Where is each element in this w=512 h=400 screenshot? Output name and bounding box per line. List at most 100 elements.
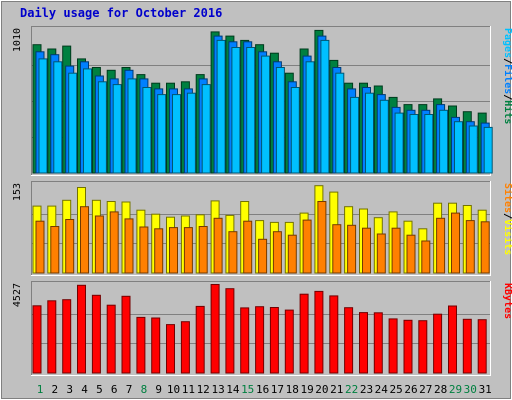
x-tick-label: 14 bbox=[226, 383, 240, 396]
x-tick-label: 5 bbox=[96, 383, 103, 396]
bar-kbytes-day-24 bbox=[373, 312, 383, 374]
panel-bottom-max-label: 4527 bbox=[12, 283, 23, 307]
bar-pages-day-15 bbox=[246, 47, 256, 174]
bar-pages-day-18 bbox=[290, 87, 300, 174]
bar-sites-day-11 bbox=[183, 227, 193, 274]
bar-sites-day-17 bbox=[272, 231, 282, 274]
bar-kbytes-day-20 bbox=[314, 290, 324, 374]
bar-kbytes-day-1 bbox=[32, 305, 42, 374]
panel-top-axis-label: Pages/Files/Hits bbox=[502, 28, 512, 124]
bar-kbytes-day-6 bbox=[106, 304, 116, 374]
axis-label-part: / bbox=[502, 213, 512, 219]
x-tick-label: 29 bbox=[449, 383, 462, 396]
x-tick-label: 17 bbox=[271, 383, 284, 396]
x-tick-label: 30 bbox=[464, 383, 477, 396]
bar-pages-day-26 bbox=[409, 114, 419, 174]
bar-sites-day-5 bbox=[94, 215, 104, 274]
axis-label-part: / bbox=[502, 94, 512, 100]
x-tick-label: 27 bbox=[419, 383, 432, 396]
bar-pages-day-29 bbox=[454, 121, 463, 174]
bar-sites-day-29 bbox=[451, 212, 460, 274]
bar-kbytes-day-3 bbox=[62, 299, 72, 374]
bar-kbytes-day-2 bbox=[47, 300, 57, 374]
axis-label-part: / bbox=[502, 58, 512, 64]
axis-label-part: Files bbox=[502, 64, 512, 94]
x-tick-label: 6 bbox=[111, 383, 118, 396]
axis-label-part: Hits bbox=[502, 100, 512, 124]
x-tick-label: 20 bbox=[315, 383, 328, 396]
bar-sites-day-2 bbox=[50, 226, 60, 274]
bar-pages-day-24 bbox=[379, 99, 389, 174]
panel-bottom-axis-label: KBytes bbox=[502, 283, 512, 319]
bar-kbytes-day-9 bbox=[151, 317, 161, 374]
bar-kbytes-day-27 bbox=[418, 320, 428, 374]
bar-sites-day-18 bbox=[287, 234, 297, 274]
bar-kbytes-day-31 bbox=[477, 319, 487, 374]
bar-sites-day-28 bbox=[436, 217, 446, 274]
bar-kbytes-day-10 bbox=[166, 324, 175, 374]
bar-sites-day-23 bbox=[362, 227, 371, 274]
axis-label-part: KBytes bbox=[502, 283, 512, 319]
x-tick-label: 12 bbox=[197, 383, 210, 396]
x-tick-label: 10 bbox=[167, 383, 180, 396]
panel-middle-max-label: 153 bbox=[12, 183, 23, 201]
x-tick-label: 28 bbox=[434, 383, 447, 396]
bar-pages-day-22 bbox=[350, 96, 360, 174]
bar-pages-day-16 bbox=[261, 55, 271, 174]
bar-sites-day-20 bbox=[317, 201, 327, 274]
bar-pages-day-31 bbox=[483, 126, 493, 174]
bar-sites-day-13 bbox=[213, 217, 223, 274]
bar-kbytes-day-28 bbox=[433, 313, 443, 374]
bar-pages-day-13 bbox=[216, 39, 226, 174]
x-tick-label: 26 bbox=[404, 383, 417, 396]
bar-pages-day-1 bbox=[38, 58, 48, 174]
bar-kbytes-day-23 bbox=[359, 312, 368, 374]
bar-pages-day-30 bbox=[468, 125, 478, 174]
x-tick-label: 18 bbox=[286, 383, 299, 396]
panel-top-max-label: 1010 bbox=[12, 28, 23, 52]
bar-pages-day-5 bbox=[97, 81, 107, 174]
bar-sites-day-25 bbox=[391, 227, 401, 274]
bar-sites-day-14 bbox=[228, 231, 238, 274]
bar-pages-day-19 bbox=[305, 61, 315, 174]
bar-pages-day-4 bbox=[83, 68, 92, 174]
bar-pages-day-11 bbox=[186, 92, 196, 174]
bar-sites-day-16 bbox=[258, 238, 268, 274]
axis-label-part: Visits bbox=[502, 219, 512, 255]
axis-label-part: Pages bbox=[502, 28, 512, 58]
bar-pages-day-7 bbox=[127, 78, 137, 174]
bar-sites-day-7 bbox=[124, 218, 134, 274]
bar-pages-day-21 bbox=[335, 72, 345, 174]
x-tick-label: 25 bbox=[389, 383, 402, 396]
bar-kbytes-day-17 bbox=[269, 307, 279, 374]
x-tick-label: 21 bbox=[330, 383, 343, 396]
bar-sites-day-4 bbox=[80, 206, 89, 274]
bar-sites-day-3 bbox=[65, 219, 75, 274]
bar-kbytes-day-18 bbox=[284, 309, 294, 374]
bar-kbytes-day-14 bbox=[225, 288, 235, 374]
bar-kbytes-day-22 bbox=[344, 307, 354, 374]
x-tick-label: 8 bbox=[141, 383, 148, 396]
x-tick-label: 13 bbox=[211, 383, 224, 396]
bar-sites-day-27 bbox=[421, 240, 431, 274]
bar-kbytes-day-8 bbox=[136, 316, 146, 374]
bar-pages-day-27 bbox=[424, 114, 434, 174]
bar-kbytes-day-5 bbox=[91, 294, 101, 374]
x-tick-label: 19 bbox=[300, 383, 313, 396]
x-tick-label: 31 bbox=[479, 383, 492, 396]
bar-kbytes-day-16 bbox=[255, 306, 265, 374]
bar-pages-day-9 bbox=[157, 94, 167, 174]
bar-sites-day-12 bbox=[198, 226, 208, 274]
x-tick-label: 22 bbox=[345, 383, 358, 396]
x-tick-label: 24 bbox=[375, 383, 389, 396]
bar-pages-day-25 bbox=[394, 112, 404, 174]
x-tick-label: 1 bbox=[37, 383, 44, 396]
bar-sites-day-22 bbox=[347, 224, 357, 274]
bar-sites-day-21 bbox=[332, 224, 342, 274]
bar-sites-day-31 bbox=[480, 221, 490, 274]
bar-kbytes-day-13 bbox=[210, 284, 220, 374]
x-tick-label: 2 bbox=[51, 383, 58, 396]
bar-pages-day-28 bbox=[439, 109, 449, 174]
bar-sites-day-6 bbox=[109, 211, 119, 274]
